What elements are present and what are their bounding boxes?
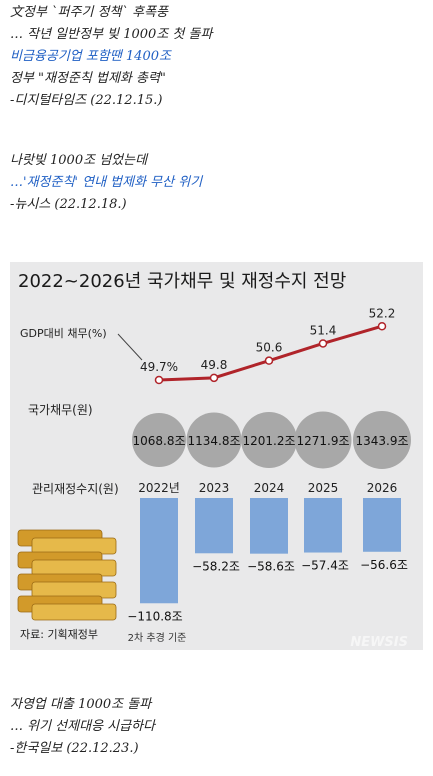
series-label-leader	[117, 333, 143, 361]
year-tick-label: 2025	[308, 481, 339, 495]
national-debt-data-label: 1068.8조	[132, 434, 185, 448]
gdp-ratio-data-label: 49.8	[201, 358, 228, 372]
money-stack-illustration	[31, 537, 117, 555]
gdp-ratio-point	[264, 356, 274, 365]
quote-line: 정부 "재정준칙 법제화 총력"	[10, 71, 166, 86]
national-debt-bubble	[294, 411, 352, 469]
quote-line: … 위기 선제대응 시급하다	[10, 719, 155, 734]
gdp-ratio-data-label: 52.2	[369, 306, 396, 320]
gdp-ratio-point	[318, 339, 328, 348]
quote-line: -뉴시스 (22.12.18.)	[10, 197, 127, 212]
fiscal-balance-bar	[250, 498, 288, 554]
year-tick-label: 2026	[367, 481, 398, 495]
series-label-national-debt: 국가채무(원)	[28, 403, 93, 417]
fiscal-balance-data-label: −58.6조	[247, 560, 295, 574]
quote-line: -한국일보 (22.12.23.)	[10, 741, 139, 756]
gdp-ratio-point	[154, 375, 164, 385]
fiscal-balance-data-label: −58.2조	[192, 559, 240, 573]
series-label-fiscal-balance: 관리재정수지(원)	[32, 482, 119, 496]
gdp-ratio-data-label: 50.6	[256, 341, 283, 355]
fiscal-balance-bar	[195, 498, 233, 554]
quote-line: …'재정준칙' 연내 법제화 무산 위기	[10, 175, 203, 190]
national-debt-data-label: 1134.8조	[187, 434, 240, 448]
national-debt-bubble	[241, 412, 297, 468]
gdp-ratio-data-label: 49.7%	[140, 360, 178, 374]
chart-svg: 2022~2026년 국가채무 및 재정수지 전망 GDP대비 채무(%) 49.…	[17, 271, 411, 650]
money-stack-illustration	[31, 581, 117, 599]
quote-line: 비금융공기업 포함땐 1400조	[10, 49, 171, 64]
quote-line: … 작년 일반정부 빚 1000조 첫 돌파	[10, 27, 213, 42]
chart-title: 2022~2026년 국가채무 및 재정수지 전망	[18, 271, 346, 292]
fiscal-balance-data-label: −110.8조	[127, 609, 182, 623]
quote-line: -디지털타임즈 (22.12.15.)	[10, 93, 163, 108]
gdp-ratio-point	[377, 322, 387, 331]
fiscal-balance-data-label: −57.4조	[301, 559, 349, 573]
national-debt-bubble	[186, 412, 242, 468]
quote-line: 文정부 `퍼주기 정책` 후폭풍	[10, 5, 168, 20]
year-tick-label: 2023	[199, 481, 230, 495]
money-stack-illustration	[31, 603, 117, 621]
chart-panel: 2022~2026년 국가채무 및 재정수지 전망 GDP대비 채무(%) 49.…	[10, 262, 423, 650]
national-debt-data-label: 1271.9조	[296, 434, 349, 448]
national-debt-bubble	[132, 413, 186, 467]
quote-line: 나랏빚 1000조 넘었는데	[10, 153, 148, 168]
fiscal-balance-bar	[363, 498, 401, 552]
fiscal-balance-data-label: −56.6조	[360, 558, 408, 572]
year-tick-label: 2024	[254, 481, 285, 495]
fiscal-balance-bar	[140, 498, 178, 604]
money-stack-illustration	[31, 559, 117, 577]
national-debt-bubble	[353, 411, 411, 469]
quote-line: 자영업 대출 1000조 돌파	[10, 697, 152, 712]
gdp-ratio-point	[209, 373, 219, 383]
series-label-gdp-ratio: GDP대비 채무(%)	[20, 327, 107, 340]
year-tick-label: 2022년	[138, 481, 180, 495]
quote-block-2: 나랏빚 1000조 넘었는데 …'재정준칙' 연내 법제화 무산 위기 -뉴시스 (…	[10, 150, 202, 216]
national-debt-data-label: 1201.2조	[242, 434, 295, 448]
chart-source: 자료: 기획재정부	[20, 628, 98, 641]
quote-block-3: 자영업 대출 1000조 돌파 … 위기 선제대응 시급하다 -한국일보 (22.1…	[10, 694, 155, 760]
national-debt-data-label: 1343.9조	[355, 434, 408, 448]
gdp-ratio-data-label: 51.4	[310, 323, 337, 337]
fiscal-balance-bar	[304, 498, 342, 553]
watermark: NEWSIS	[350, 635, 408, 650]
chart-note: 2차 추경 기준	[128, 631, 187, 644]
